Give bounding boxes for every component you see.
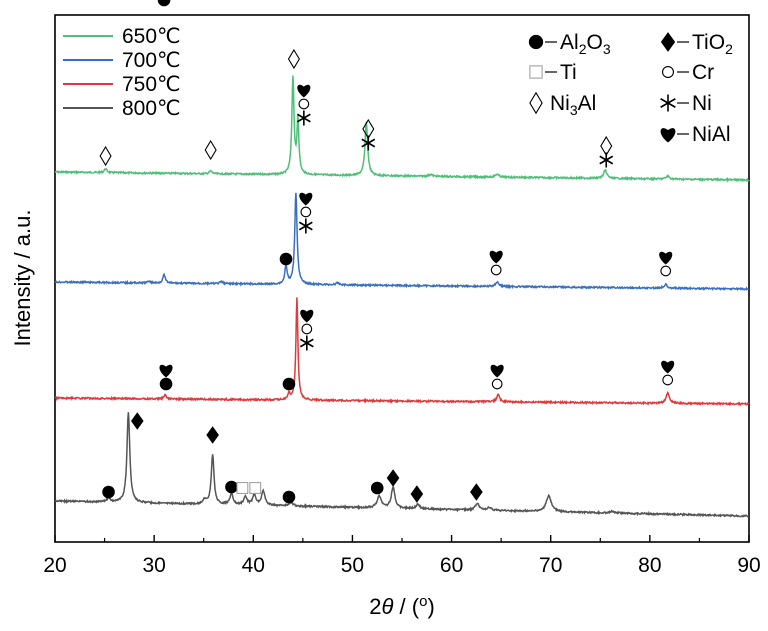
legend-label-650: 650℃ — [122, 25, 181, 48]
x-tick-label: 40 — [242, 554, 265, 577]
phase-legend-label: Al2O3 — [560, 31, 611, 57]
x-tick-label: 60 — [440, 554, 463, 577]
nial-marker — [299, 192, 313, 206]
nial-marker — [659, 251, 673, 265]
cr-marker — [300, 206, 312, 218]
al2o3-marker — [370, 481, 384, 495]
al2o3-marker — [159, 377, 173, 391]
nial-marker — [489, 250, 503, 264]
ni3al-marker — [529, 91, 543, 115]
cr-marker — [491, 378, 503, 390]
nial-marker — [159, 364, 173, 378]
phase-legend-label: NiAl — [692, 123, 731, 146]
series-line-750 — [54, 297, 750, 407]
phase-legend-label: TiO2 — [692, 31, 733, 57]
x-tick-label: 80 — [638, 554, 661, 577]
ni3al-marker — [204, 139, 217, 161]
nial-marker — [661, 360, 675, 374]
nial-marker — [300, 309, 314, 323]
ti-marker — [236, 482, 249, 494]
tio2-marker — [206, 426, 219, 444]
nial-marker — [660, 128, 676, 143]
tio2-marker — [410, 485, 424, 503]
cr-marker — [301, 323, 313, 335]
al2o3-marker — [282, 377, 296, 391]
x-tick-label: 50 — [341, 554, 364, 577]
x-axis-label-prefix: 2 — [369, 594, 381, 619]
x-axis-label-degree: o — [419, 593, 427, 610]
ni3al-marker — [287, 48, 300, 70]
x-axis-label-suffix: / ( — [393, 594, 419, 619]
legend-label-750: 750℃ — [122, 73, 181, 96]
legend-label-800: 800℃ — [122, 97, 181, 120]
tio2-marker — [660, 32, 676, 52]
ni3al-marker — [600, 135, 613, 157]
tio2-marker — [470, 483, 483, 501]
tio2-marker — [130, 412, 144, 430]
cr-marker — [490, 264, 502, 276]
x-axis-label-theta: θ — [381, 594, 393, 619]
phase-legend-label: Ni — [692, 92, 712, 115]
series-line-650 — [54, 75, 750, 183]
al2o3-marker — [279, 252, 293, 266]
x-tick-label: 70 — [539, 554, 562, 577]
ti-marker — [249, 482, 262, 494]
cr-marker — [298, 98, 310, 110]
series-line-800 — [54, 412, 750, 518]
series-line-700 — [54, 192, 750, 292]
x-axis-label: 2θ / (o) — [369, 593, 435, 619]
ti-marker — [529, 65, 543, 79]
al2o3-marker — [528, 34, 544, 50]
ni-marker — [299, 335, 314, 351]
ni3al-marker — [362, 118, 375, 140]
ni-marker — [296, 110, 311, 126]
series-layer — [54, 75, 750, 518]
phase-legend-label: Cr — [692, 61, 714, 84]
cr-marker — [662, 66, 674, 78]
peak-marker-layer — [99, 0, 675, 504]
al2o3-marker — [282, 490, 296, 504]
cr-marker — [662, 374, 674, 386]
phase-legend-label: Ni3Al — [550, 92, 596, 118]
x-tick-label: 30 — [142, 554, 165, 577]
x-axis-label-close: ) — [427, 594, 434, 619]
ni3al-marker — [99, 145, 112, 167]
phase-legend-label: Ti — [560, 61, 577, 84]
tio2-marker — [386, 469, 400, 487]
phase-legend: Al2O3 TiO2 Ti Cr Ni3Al Ni NiAl — [528, 31, 733, 146]
legend-label-700: 700℃ — [122, 49, 181, 72]
al2o3-marker — [102, 485, 115, 499]
x-tick-label: 20 — [43, 554, 66, 577]
al2o3-marker — [157, 0, 171, 7]
cr-marker — [660, 265, 672, 277]
x-axis-ticks: 20 30 40 50 60 70 80 90 — [43, 535, 761, 577]
ni-marker — [660, 94, 676, 112]
al2o3-marker — [225, 480, 238, 494]
nial-marker — [490, 364, 504, 378]
x-tick-label: 90 — [737, 554, 760, 577]
y-axis-label: Intensity / a.u. — [10, 210, 35, 347]
ni-marker — [298, 218, 313, 234]
nial-marker — [297, 84, 311, 98]
